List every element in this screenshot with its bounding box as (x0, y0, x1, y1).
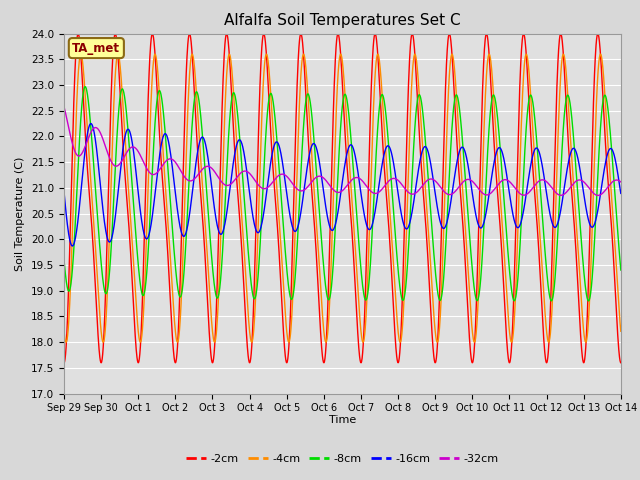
-8cm (60, 257, 68, 263)
-4cm (617, 328, 625, 334)
-16cm (68, 243, 76, 249)
-2cm (568, 193, 576, 199)
-16cm (505, 185, 513, 191)
-4cm (216, 262, 223, 267)
X-axis label: Time: Time (329, 415, 356, 425)
-8cm (359, 283, 367, 289)
Line: -16cm: -16cm (64, 123, 621, 246)
-2cm (584, 306, 591, 312)
-16cm (568, 147, 576, 153)
Y-axis label: Soil Temperature (C): Soil Temperature (C) (15, 156, 26, 271)
-32cm (617, 179, 625, 185)
Legend: -2cm, -4cm, -8cm, -16cm, -32cm: -2cm, -4cm, -8cm, -16cm, -32cm (182, 450, 503, 468)
-2cm (97, 360, 105, 366)
-32cm (358, 178, 366, 184)
-32cm (595, 192, 602, 198)
Line: -4cm: -4cm (64, 54, 621, 342)
-8cm (585, 298, 593, 304)
-8cm (504, 254, 512, 260)
-32cm (568, 183, 575, 189)
-32cm (371, 191, 378, 196)
-4cm (505, 319, 513, 325)
-32cm (216, 176, 223, 181)
Title: Alfalfa Soil Temperatures Set C: Alfalfa Soil Temperatures Set C (224, 13, 461, 28)
-2cm (557, 31, 564, 36)
-8cm (568, 115, 575, 121)
-2cm (617, 360, 625, 366)
-2cm (60, 360, 68, 366)
-32cm (583, 182, 591, 188)
-4cm (371, 73, 379, 79)
-2cm (371, 31, 379, 37)
-4cm (60, 328, 68, 334)
-32cm (504, 178, 512, 183)
-4cm (568, 160, 576, 166)
-8cm (81, 84, 89, 90)
-2cm (359, 350, 367, 356)
-8cm (584, 296, 591, 301)
-4cm (188, 51, 196, 57)
-8cm (216, 287, 223, 293)
-16cm (87, 120, 95, 126)
-8cm (617, 267, 625, 273)
-16cm (359, 204, 367, 209)
-4cm (359, 339, 367, 345)
-16cm (371, 209, 379, 215)
-4cm (584, 330, 591, 336)
-16cm (617, 191, 625, 196)
Text: TA_met: TA_met (72, 42, 120, 55)
-8cm (371, 178, 379, 184)
-16cm (216, 230, 223, 236)
-16cm (584, 213, 591, 219)
Line: -32cm: -32cm (64, 107, 621, 195)
-32cm (60, 104, 68, 109)
-16cm (60, 189, 68, 195)
Line: -2cm: -2cm (64, 34, 621, 363)
-2cm (504, 356, 512, 361)
Line: -8cm: -8cm (64, 87, 621, 301)
-4cm (99, 339, 107, 345)
-2cm (216, 197, 223, 203)
